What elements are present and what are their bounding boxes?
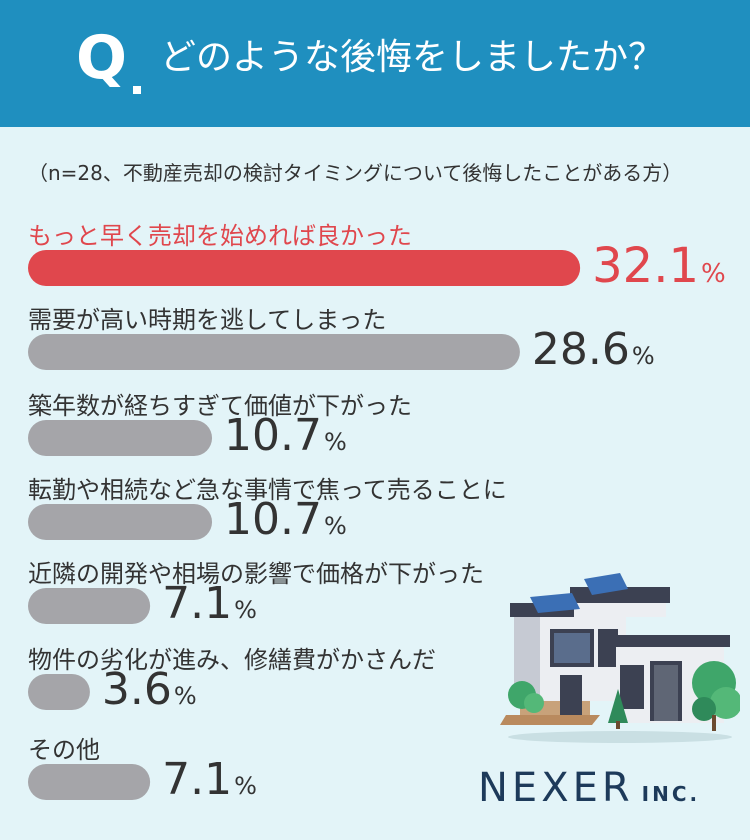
logo-inc: INC. <box>641 782 701 806</box>
bar <box>28 674 90 710</box>
value-label: 7.1% <box>162 578 257 629</box>
value-label: 32.1% <box>592 238 726 294</box>
value-label: 28.6% <box>531 324 655 375</box>
value-label: 3.6% <box>101 664 197 715</box>
header-banner: Q どのような後悔をしましたか？ <box>0 0 750 127</box>
category-label: 近隣の開発や相場の影響で価格が下がった <box>28 560 484 588</box>
value-label: 7.1% <box>162 754 257 805</box>
category-label: もっと早く売却を始めれば良かった <box>28 222 412 250</box>
value-label: 10.7% <box>224 494 347 545</box>
logo-main: NEXER <box>478 765 634 811</box>
survey-subtitle: （n=28、不動産売却の検討タイミングについて後悔したことがある方） <box>28 161 683 185</box>
category-label: 転勤や相続など急な事情で焦って売ることに <box>28 476 507 504</box>
category-label: 物件の劣化が進み、修繕費がかさんだ <box>28 646 436 674</box>
bar <box>28 588 151 624</box>
question-title: どのような後悔をしましたか？ <box>160 37 665 78</box>
house-with-solar-panels-icon <box>500 573 740 743</box>
company-logo: NEXER INC. <box>478 768 700 808</box>
q-dot <box>133 86 141 94</box>
bar <box>28 250 581 286</box>
category-label: 築年数が経ちすぎて価値が下がった <box>28 392 412 420</box>
q-mark: Q <box>76 23 128 93</box>
bar <box>28 504 213 540</box>
category-label: その他 <box>28 736 100 764</box>
bar <box>28 334 520 370</box>
bar <box>28 764 151 800</box>
category-label: 需要が高い時期を逃してしまった <box>28 306 387 334</box>
bar <box>28 420 213 456</box>
value-label: 10.7% <box>224 410 347 461</box>
